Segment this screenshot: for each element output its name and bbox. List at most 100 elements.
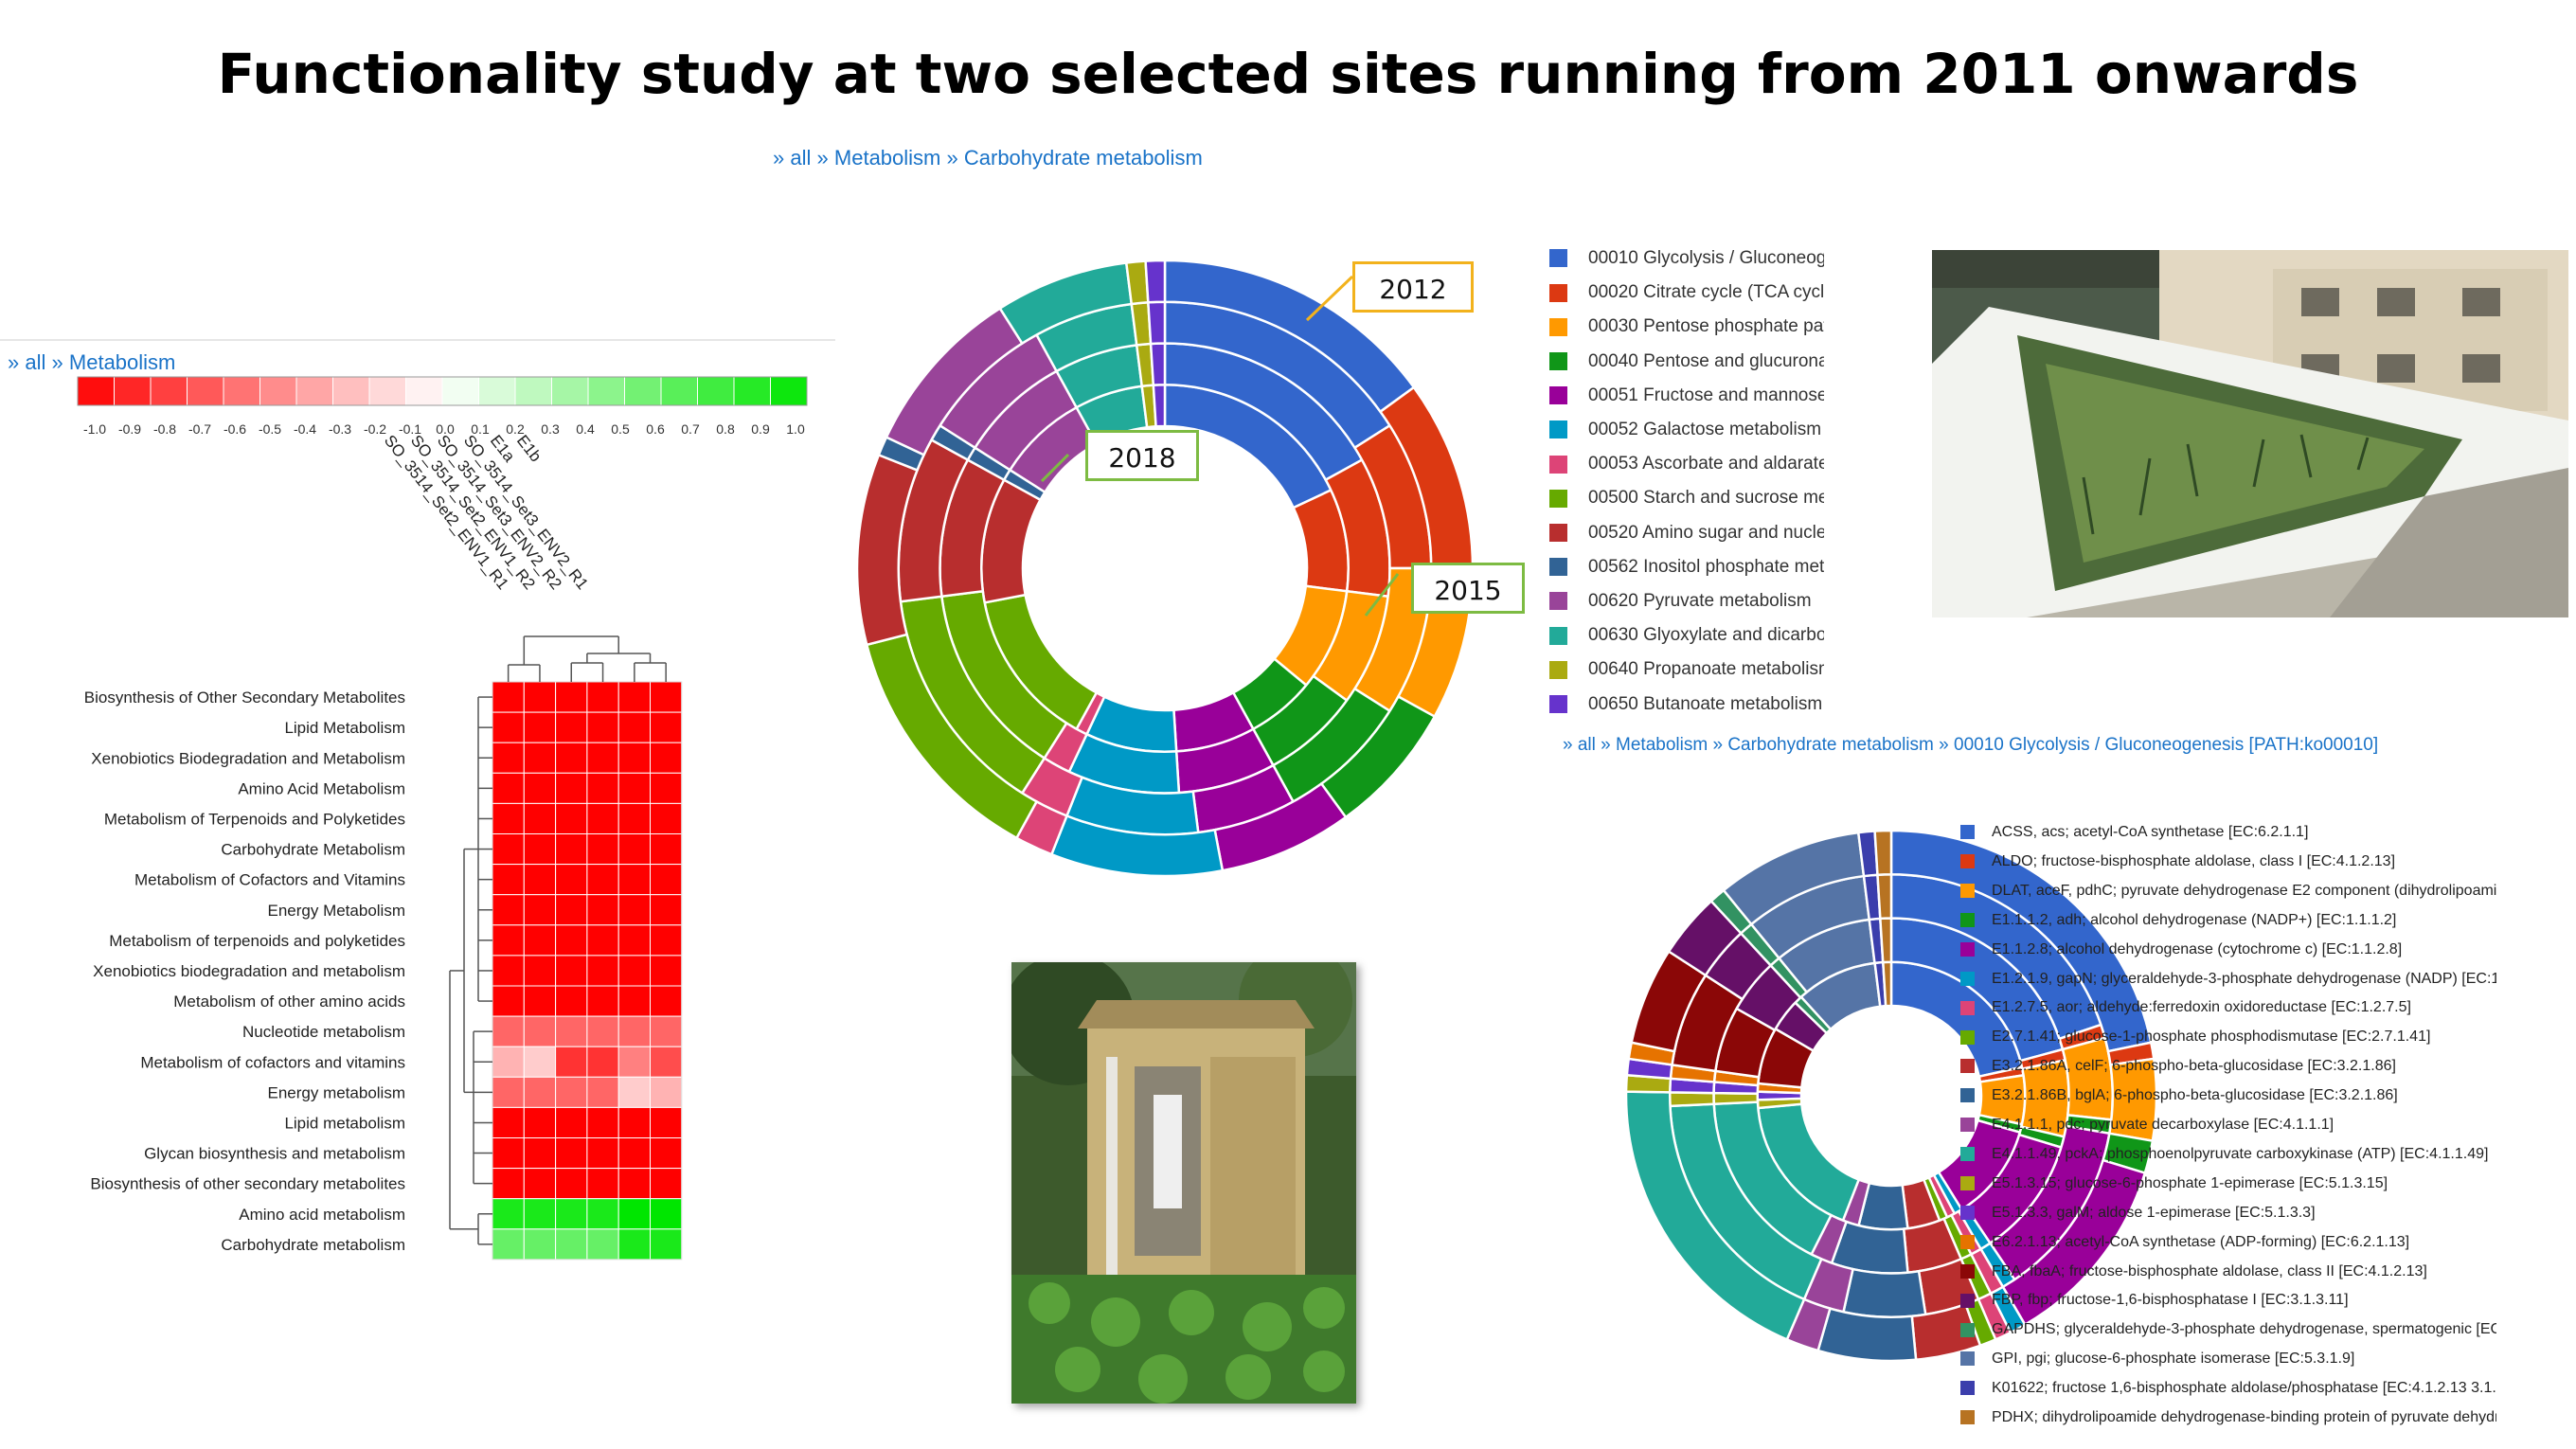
legend-item[interactable]: E4.1.1.1, pdc; pyruvate decarboxylase [E…: [1960, 1117, 2496, 1134]
colorbar-segment: [332, 376, 370, 406]
legend-item[interactable]: 00010 Glycolysis / Gluconeogenesis: [1549, 248, 1824, 269]
legend-item[interactable]: 00053 Ascorbate and aldarate metabolism: [1549, 454, 1824, 474]
legend-item[interactable]: FBA, fbaA; fructose-bisphosphate aldolas…: [1960, 1263, 2496, 1280]
heatmap-cell: [586, 1228, 619, 1261]
legend-item[interactable]: E5.1.3.3, galM; aldose 1-epimerase [EC:5…: [1960, 1205, 2496, 1222]
breadcrumb-link-carbohydrate[interactable]: Carbohydrate metabolism: [963, 146, 1203, 170]
heatmap-cell: [555, 864, 588, 896]
heatmap-cell: [650, 681, 683, 713]
heatmap-cell: [650, 1046, 683, 1078]
breadcrumb-link-all[interactable]: all: [25, 350, 46, 374]
legend-swatch: [1960, 1118, 1975, 1133]
heatmap-cell: [650, 1015, 683, 1047]
sunburst-segment[interactable]: [1842, 1267, 1927, 1318]
heatmap-cell: [523, 742, 557, 774]
breadcrumb-link-all[interactable]: all: [1577, 735, 1596, 755]
legend-item[interactable]: 00620 Pyruvate metabolism: [1549, 591, 1824, 612]
heatmap-row-label: Metabolism of Cofactors and Vitamins: [134, 871, 405, 889]
sunburst-segment[interactable]: [1669, 1091, 1716, 1108]
legend-label: E4.1.1.49, pckA; phosphoenolpyruvate car…: [1992, 1145, 2489, 1162]
sunburst-segment[interactable]: [1879, 917, 1893, 964]
heatmap-cell: [617, 864, 652, 896]
colorbar-tick-label: 0.0: [436, 421, 455, 437]
legend-item[interactable]: 00562 Inositol phosphate metabolism: [1549, 557, 1824, 578]
legend-item[interactable]: PDHX; dihydrolipoamide dehydrogenase-bin…: [1960, 1409, 2496, 1426]
breadcrumb-link-carbohydrate[interactable]: Carbohydrate metabolism: [1727, 735, 1934, 755]
heatmap-row-label: Xenobiotics Biodegradation and Metabolis…: [91, 749, 405, 767]
legend-item[interactable]: 00500 Starch and sucrose metabolism: [1549, 488, 1824, 509]
legend-item[interactable]: 00630 Glyoxylate and dicarboxylate metab…: [1549, 625, 1824, 646]
legend-item[interactable]: E1.2.7.5, aor; aldehyde:ferredoxin oxido…: [1960, 999, 2496, 1016]
legend-item[interactable]: K01622; fructose 1,6-bisphosphate aldola…: [1960, 1380, 2496, 1397]
legend-item[interactable]: DLAT, aceF, pdhC; pyruvate dehydrogenase…: [1960, 883, 2496, 900]
legend-item[interactable]: E1.1.2.8; alcohol dehydrogenase (cytochr…: [1960, 941, 2496, 958]
legend-carbohydrate: 00010 Glycolysis / Gluconeogenesis 00020 …: [1549, 248, 1824, 722]
legend-label: PDHX; dihydrolipoamide dehydrogenase-bin…: [1992, 1409, 2496, 1425]
legend-item[interactable]: E1.1.1.2, adh; alcohol dehydrogenase (NA…: [1960, 912, 2496, 929]
legend-item[interactable]: E3.2.1.86A, celF; 6-phospho-beta-glucosi…: [1960, 1058, 2496, 1075]
heatmap-row-label: Energy metabolism: [267, 1083, 405, 1101]
legend-item[interactable]: E3.2.1.86B, bglA; 6-phospho-beta-glucosi…: [1960, 1087, 2496, 1104]
heatmap-cell: [617, 681, 652, 713]
breadcrumb-link-metabolism[interactable]: Metabolism: [833, 146, 941, 170]
heatmap-chart: -1.0 -0.9 -0.8 -0.7 -0.6 -0.5 -0.4 -0.3 -0.2 -0.1…: [77, 376, 808, 1261]
breadcrumb-separator: »: [1712, 735, 1724, 755]
legend-swatch: [1549, 626, 1567, 645]
legend-item[interactable]: E4.1.1.49, pckA; phosphoenolpyruvate car…: [1960, 1146, 2496, 1163]
legend-swatch: [1549, 420, 1567, 439]
sunburst-segment[interactable]: [1876, 872, 1893, 921]
breadcrumb-link-metabolism[interactable]: Metabolism: [1616, 735, 1708, 755]
legend-item[interactable]: 00052 Galactose metabolism: [1549, 420, 1824, 440]
breadcrumb-link-all[interactable]: all: [790, 146, 812, 170]
colorbar-tick-label: -1.0: [83, 421, 106, 437]
heatmap-cell: [523, 864, 557, 896]
legend-item[interactable]: E2.7.1.41; glucose-1-phosphate phosphodi…: [1960, 1029, 2496, 1046]
legend-label: DLAT, aceF, pdhC; pyruvate dehydrogenase…: [1992, 882, 2496, 899]
legend-item[interactable]: 00040 Pentose and glucuronate interconve…: [1549, 351, 1824, 372]
legend-item[interactable]: ALDO; fructose-bisphosphate aldolase, cl…: [1960, 853, 2496, 870]
row-dendrogram: [449, 696, 492, 1245]
legend-item[interactable]: FBP, fbp; fructose-1,6-bisphosphatase I …: [1960, 1292, 2496, 1309]
heatmap-cell: [586, 1076, 619, 1108]
colorbar-segment: [697, 376, 735, 406]
heatmap-row-label: Lipid Metabolism: [284, 719, 405, 737]
legend-label: 00020 Citrate cycle (TCA cycle): [1588, 282, 1824, 303]
legend-label: 00500 Starch and sucrose metabolism: [1588, 488, 1824, 509]
legend-item[interactable]: E1.2.1.9, gapN; glyceraldehyde-3-phospha…: [1960, 971, 2496, 988]
legend-item[interactable]: 00051 Fructose and mannose metabolism: [1549, 385, 1824, 406]
heatmap-cell: [586, 864, 619, 896]
colorbar-segment: [368, 376, 406, 406]
sunburst-chart-glycolysis: [1624, 829, 2158, 1363]
legend-item[interactable]: GAPDHS; glyceraldehyde-3-phosphate dehyd…: [1960, 1321, 2496, 1338]
heatmap-cell: [650, 742, 683, 774]
heatmap-cell: [555, 711, 588, 743]
legend-item[interactable]: ACSS, acs; acetyl-CoA synthetase [EC:6.2…: [1960, 824, 2496, 841]
heatmap-cell: [586, 1015, 619, 1047]
callout-line-2015: [1364, 573, 1400, 617]
breadcrumb-link-glycolysis[interactable]: 00010 Glycolysis / Gluconeogenesis [PATH…: [1954, 735, 2379, 755]
legend-item[interactable]: GPI, pgi; glucose-6-phosphate isomerase …: [1960, 1351, 2496, 1368]
sunburst-segment[interactable]: [1144, 259, 1167, 304]
breadcrumb-separator: »: [816, 146, 829, 170]
breadcrumb-separator: »: [773, 146, 785, 170]
colorbar-segment: [551, 376, 589, 406]
heatmap-row-label: Metabolism of cofactors and vitamins: [140, 1053, 405, 1071]
sunburst-segment[interactable]: [1816, 1307, 1918, 1363]
heatmap-cell: [492, 1015, 525, 1047]
legend-item[interactable]: 00650 Butanoate metabolism: [1549, 694, 1824, 715]
heatmap-cell: [586, 955, 619, 987]
colorbar-segment: [587, 376, 625, 406]
sunburst-segment[interactable]: [1873, 829, 1893, 877]
heatmap-cell: [586, 985, 619, 1017]
legend-item[interactable]: E5.1.3.15; glucose-6-phosphate 1-epimera…: [1960, 1175, 2496, 1192]
legend-item[interactable]: 00520 Amino sugar and nucleotide sugar m…: [1549, 523, 1824, 544]
legend-label: 00030 Pentose phosphate pathway: [1588, 316, 1824, 337]
legend-item[interactable]: 00020 Citrate cycle (TCA cycle): [1549, 282, 1824, 303]
callout-line-2012: [1305, 275, 1354, 322]
legend-item[interactable]: 00030 Pentose phosphate pathway: [1549, 316, 1824, 337]
legend-item[interactable]: E6.2.1.13; acetyl-CoA synthetase (ADP-fo…: [1960, 1234, 2496, 1251]
sunburst-segment[interactable]: [1881, 960, 1893, 1008]
breadcrumb-link-metabolism[interactable]: Metabolism: [68, 350, 176, 374]
legend-item[interactable]: 00640 Propanoate metabolism: [1549, 659, 1824, 680]
heatmap-cell: [586, 1106, 619, 1139]
